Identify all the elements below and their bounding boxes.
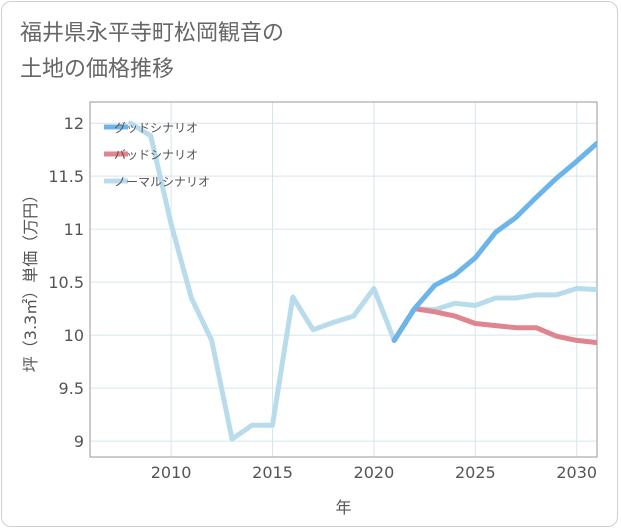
y-axis-ticks: 9 9.5 10 10.5 11 11.5 12	[48, 114, 84, 451]
grid-lines	[90, 102, 597, 457]
plot-frame	[89, 101, 598, 458]
x-tick-label: 2025	[455, 463, 496, 482]
series-line-1	[391, 306, 597, 346]
series-line-2	[128, 120, 597, 442]
x-axis-label: 年	[335, 498, 351, 517]
legend-label: ノーマルシナリオ	[114, 175, 210, 189]
y-tick-label: 11	[64, 220, 84, 239]
y-axis-label: 坪（3.3㎡）単価（万円）	[21, 187, 40, 372]
x-tick-label: 2020	[354, 463, 395, 482]
series-line-0	[391, 140, 597, 343]
legend-label: バッドシナリオ	[114, 148, 198, 162]
series-layer	[128, 120, 597, 442]
legend-label: グッドシナリオ	[114, 121, 198, 135]
chart-title: 福井県永平寺町松岡観音の 土地の価格推移	[20, 21, 285, 82]
y-tick-label: 10	[64, 326, 84, 345]
x-tick-label: 2010	[151, 463, 192, 482]
x-tick-label: 2015	[252, 463, 293, 482]
y-tick-label: 10.5	[48, 273, 84, 292]
x-tick-label: 2030	[556, 463, 597, 482]
y-tick-label: 9	[74, 432, 84, 451]
y-tick-label: 9.5	[59, 379, 84, 398]
y-tick-label: 11.5	[48, 167, 84, 186]
x-axis-ticks: 2010 2015 2020 2025 2030	[151, 463, 597, 482]
y-tick-label: 12	[64, 114, 84, 133]
